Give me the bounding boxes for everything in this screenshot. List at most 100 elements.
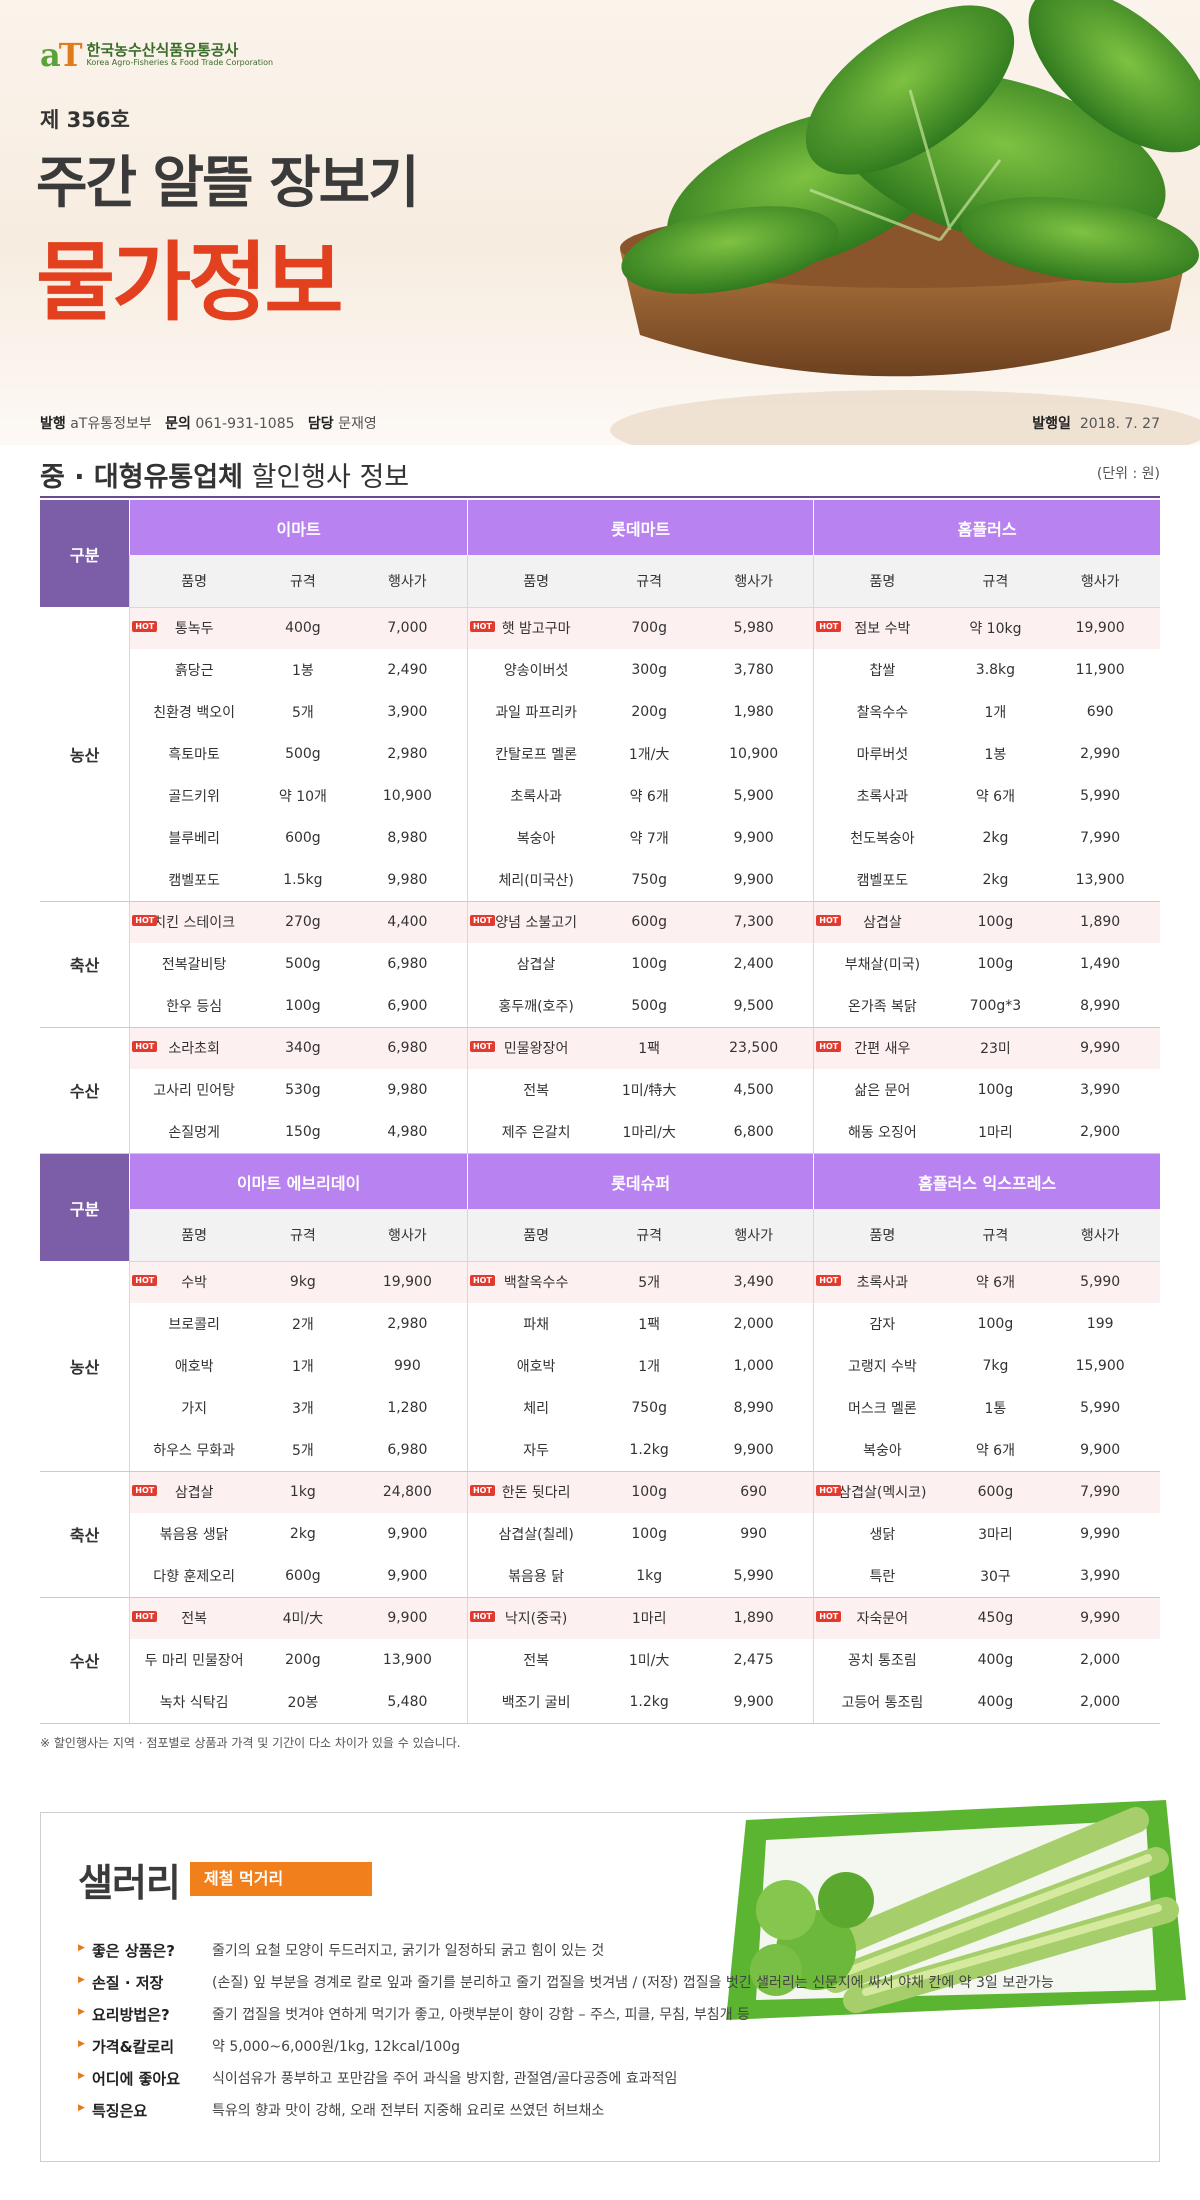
item-spec: 5개 bbox=[258, 1429, 348, 1472]
item-spec: 1미/特大 bbox=[621, 1083, 677, 1099]
item-spec: 400g bbox=[950, 1681, 1041, 1724]
item-price: 9,900 bbox=[694, 1429, 814, 1472]
hot-badge: HOT bbox=[469, 620, 495, 632]
item-name: 캠벨포도 bbox=[168, 872, 220, 889]
item-price: 9,990 bbox=[1040, 1027, 1160, 1069]
item-spec: 1개 bbox=[638, 1359, 661, 1375]
section-title-rest: 할인행사 정보 bbox=[242, 462, 410, 493]
item-spec: 20봉 bbox=[258, 1681, 348, 1724]
column-header-spec: 규격 bbox=[258, 1209, 348, 1262]
item-name: 초록사과 bbox=[510, 789, 562, 805]
info-label: 좋은 상품은? bbox=[78, 1940, 212, 1961]
item-price: 9,900 bbox=[347, 1555, 468, 1598]
item-spec: 1개 bbox=[291, 1359, 314, 1375]
item-price: 11,900 bbox=[1075, 662, 1125, 678]
item-price: 2,980 bbox=[387, 1316, 428, 1332]
item-name: 고사리 민어탕 bbox=[153, 1083, 235, 1099]
store-header: 롯데마트 bbox=[466, 500, 814, 555]
price-table-large-marts: 구분 이마트 롯데마트 홈플러스 품명 규격 행사가 품명 규격 행사가 품명 규격 행사가 농산 HOT 통… bbox=[40, 500, 1160, 1154]
item-name: 친환경 백오이 bbox=[153, 705, 235, 721]
hot-badge: HOT bbox=[132, 1484, 158, 1496]
item-spec: 100g bbox=[950, 901, 1041, 943]
table-row: 농산 HOT 수박 9kg 19,900 HOT 백찰옥수수 5개 3,490 HOT 초록사과 약 … bbox=[40, 1261, 1160, 1472]
item-name-cell: 녹차 식탁김 bbox=[129, 1681, 258, 1724]
hot-badge: HOT bbox=[469, 914, 495, 926]
item-name-cell: 골드키위 bbox=[129, 775, 258, 817]
publisher-label: 발행 bbox=[40, 416, 66, 432]
item-price: 2,990 bbox=[1080, 746, 1121, 762]
item-price: 9,900 bbox=[733, 830, 774, 846]
item-price: 1,980 bbox=[733, 704, 774, 720]
hot-badge: HOT bbox=[816, 914, 842, 926]
item-name-cell: 삼겹살 bbox=[466, 943, 605, 985]
item-price: 2,475 bbox=[733, 1652, 774, 1668]
item-spec: 5개 bbox=[291, 705, 314, 721]
item-name-cell: HOT 삼겹살 bbox=[129, 1471, 258, 1513]
hot-badge: HOT bbox=[469, 1274, 495, 1286]
item-name: 한돈 뒷다리 bbox=[501, 1485, 571, 1502]
item-name-cell: HOT 치킨 스테이크 bbox=[129, 901, 258, 943]
column-header-name: 품명 bbox=[466, 1209, 605, 1262]
item-spec: 100g bbox=[258, 985, 348, 1028]
item-name: 전복 bbox=[181, 1611, 208, 1628]
item-price: 3,990 bbox=[1080, 1082, 1121, 1098]
item-name: 고랭지 수박 bbox=[847, 1359, 917, 1375]
gubun-header: 구분 bbox=[40, 500, 130, 607]
table-row: 농산 HOT 통녹두 400g 7,000 HOT 햇 밤고구마 700g 5,980 HOT 점보… bbox=[40, 607, 1160, 902]
date-label: 발행일 bbox=[1032, 416, 1071, 432]
item-price: 13,900 bbox=[382, 1652, 432, 1668]
item-price: 9,900 bbox=[347, 1597, 468, 1639]
info-text: 약 5,000~6,000원/1kg, 12kcal/100g bbox=[212, 2039, 461, 2055]
item-price: 6,900 bbox=[347, 985, 468, 1028]
column-header-price: 행사가 bbox=[694, 555, 814, 608]
item-name: 자숙문어 bbox=[856, 1611, 909, 1628]
publisher: aT유통정보부 bbox=[70, 416, 152, 432]
item-name-cell: 전복 bbox=[466, 1639, 605, 1681]
item-price: 6,980 bbox=[387, 956, 428, 972]
table-row: 블루베리 600g 8,980 복숭아 약 7개 9,900 천도복숭아 2kg 7,990 bbox=[40, 817, 1160, 859]
item-price: 9,900 bbox=[694, 1681, 814, 1724]
store-header: 홈플러스 익스프레스 bbox=[813, 1154, 1160, 1209]
item-spec: 200g bbox=[631, 704, 667, 720]
item-name-cell: HOT 초록사과 bbox=[813, 1261, 951, 1303]
table-row: 볶음용 생닭 2kg 9,900 삼겹살(칠레) 100g 990 생닭 3마리 9,990 bbox=[40, 1513, 1160, 1555]
item-price: 8,990 bbox=[733, 1400, 774, 1416]
item-price: 990 bbox=[394, 1358, 421, 1374]
item-name-cell: 다향 훈제오리 bbox=[129, 1555, 258, 1598]
item-spec: 750g bbox=[631, 1400, 667, 1416]
item-name-cell: HOT 소라초회 bbox=[129, 1027, 258, 1069]
table-row: 전복갈비탕 500g 6,980 삼겹살 100g 2,400 부채살(미국) 100g 1,4… bbox=[40, 943, 1160, 985]
item-name-cell: 부채살(미국) bbox=[813, 943, 951, 985]
item-price: 3,780 bbox=[733, 662, 774, 678]
item-name-cell: HOT 민물왕장어 bbox=[466, 1027, 605, 1069]
item-price: 1,000 bbox=[733, 1358, 774, 1374]
publish-date: 발행일 2018. 7. 27 bbox=[1032, 413, 1160, 433]
item-spec: 1팩 bbox=[604, 1027, 695, 1069]
item-price: 5,990 bbox=[1080, 1400, 1121, 1416]
title-sub: 물가정보 bbox=[36, 233, 343, 333]
item-spec: 약 6개 bbox=[950, 1261, 1041, 1303]
item-spec: 1마리 bbox=[950, 1111, 1041, 1154]
item-spec: 100g bbox=[631, 1526, 667, 1542]
item-name: 고등어 통조림 bbox=[841, 1694, 924, 1711]
item-spec: 23미 bbox=[950, 1027, 1041, 1069]
item-name-cell: HOT 삼겹살(멕시코) bbox=[813, 1471, 951, 1513]
store-header: 이마트 에브리데이 bbox=[129, 1154, 468, 1209]
item-price: 13,900 bbox=[1040, 859, 1160, 902]
info-label: 특징은요 bbox=[78, 2100, 212, 2121]
item-spec: 500g bbox=[285, 746, 321, 762]
item-price: 9,900 bbox=[387, 1526, 428, 1542]
item-name-cell: HOT 양념 소불고기 bbox=[466, 901, 605, 943]
item-name-cell: 생닭 bbox=[813, 1513, 951, 1555]
item-spec: 1팩 bbox=[638, 1317, 661, 1333]
hot-badge: HOT bbox=[469, 1040, 495, 1052]
table-row: 가지 3개 1,280 체리 750g 8,990 머스크 멜론 1통 5,990 bbox=[40, 1387, 1160, 1429]
info-text: 줄기 껍질을 벗겨야 연하게 먹기가 좋고, 아랫부분이 향이 강함 – 주스,… bbox=[212, 2007, 750, 2023]
item-spec: 400g bbox=[258, 607, 348, 649]
item-spec: 270g bbox=[258, 901, 348, 943]
item-spec: 1봉 bbox=[291, 663, 314, 679]
table-row: 고사리 민어탕 530g 9,980 전복 1미/特大 4,500 삶은 문어 100g 3,9… bbox=[40, 1069, 1160, 1111]
item-name-cell: 삼겹살(칠레) bbox=[466, 1513, 605, 1555]
category-label: 수산 bbox=[40, 1597, 130, 1724]
item-spec: 약 7개 bbox=[629, 831, 669, 847]
